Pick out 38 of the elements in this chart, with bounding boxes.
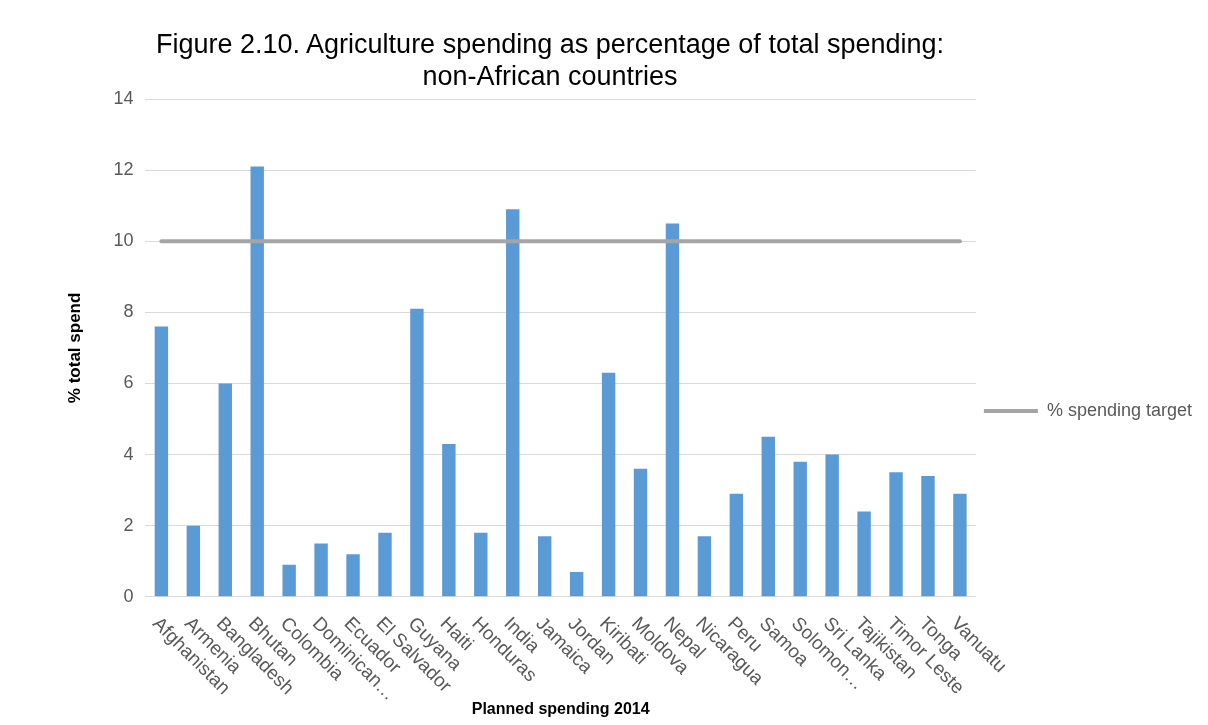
bar <box>154 326 169 597</box>
bar <box>665 223 680 597</box>
bar <box>378 532 392 597</box>
bar <box>442 443 456 597</box>
bar <box>953 493 967 597</box>
bar <box>474 532 488 597</box>
bar <box>506 209 520 597</box>
bar <box>793 461 807 597</box>
bar <box>282 564 296 597</box>
y-tick-label: 10 <box>113 230 134 251</box>
y-tick-label: 4 <box>123 443 134 464</box>
x-axis-title: Planned spending 2014 <box>471 699 650 717</box>
bar <box>346 554 360 597</box>
y-tick-label: 8 <box>123 301 134 322</box>
bar <box>410 308 424 597</box>
bar <box>857 511 871 597</box>
bar <box>250 166 264 597</box>
y-tick-label: 0 <box>123 585 134 606</box>
bar <box>889 472 903 597</box>
bar <box>186 525 201 597</box>
legend-label: % spending target <box>1046 399 1193 420</box>
bar <box>729 493 744 597</box>
bar <box>825 454 839 597</box>
y-tick-label: 12 <box>113 159 134 180</box>
bar <box>921 475 935 597</box>
bar <box>601 372 616 597</box>
bar <box>314 543 328 597</box>
y-tick-label: 6 <box>123 372 134 393</box>
bar <box>761 436 775 597</box>
bar <box>569 571 584 597</box>
y-axis-title: % total spend <box>64 292 84 404</box>
y-tick-label: 14 <box>113 87 134 108</box>
y-tick-label: 2 <box>123 514 134 535</box>
chart-title: Figure 2.10. Agriculture spending as percentage of total spending: non-African countries <box>155 28 945 92</box>
bar <box>218 383 232 597</box>
bar <box>633 468 648 597</box>
bar <box>697 536 712 597</box>
bar <box>537 536 552 597</box>
